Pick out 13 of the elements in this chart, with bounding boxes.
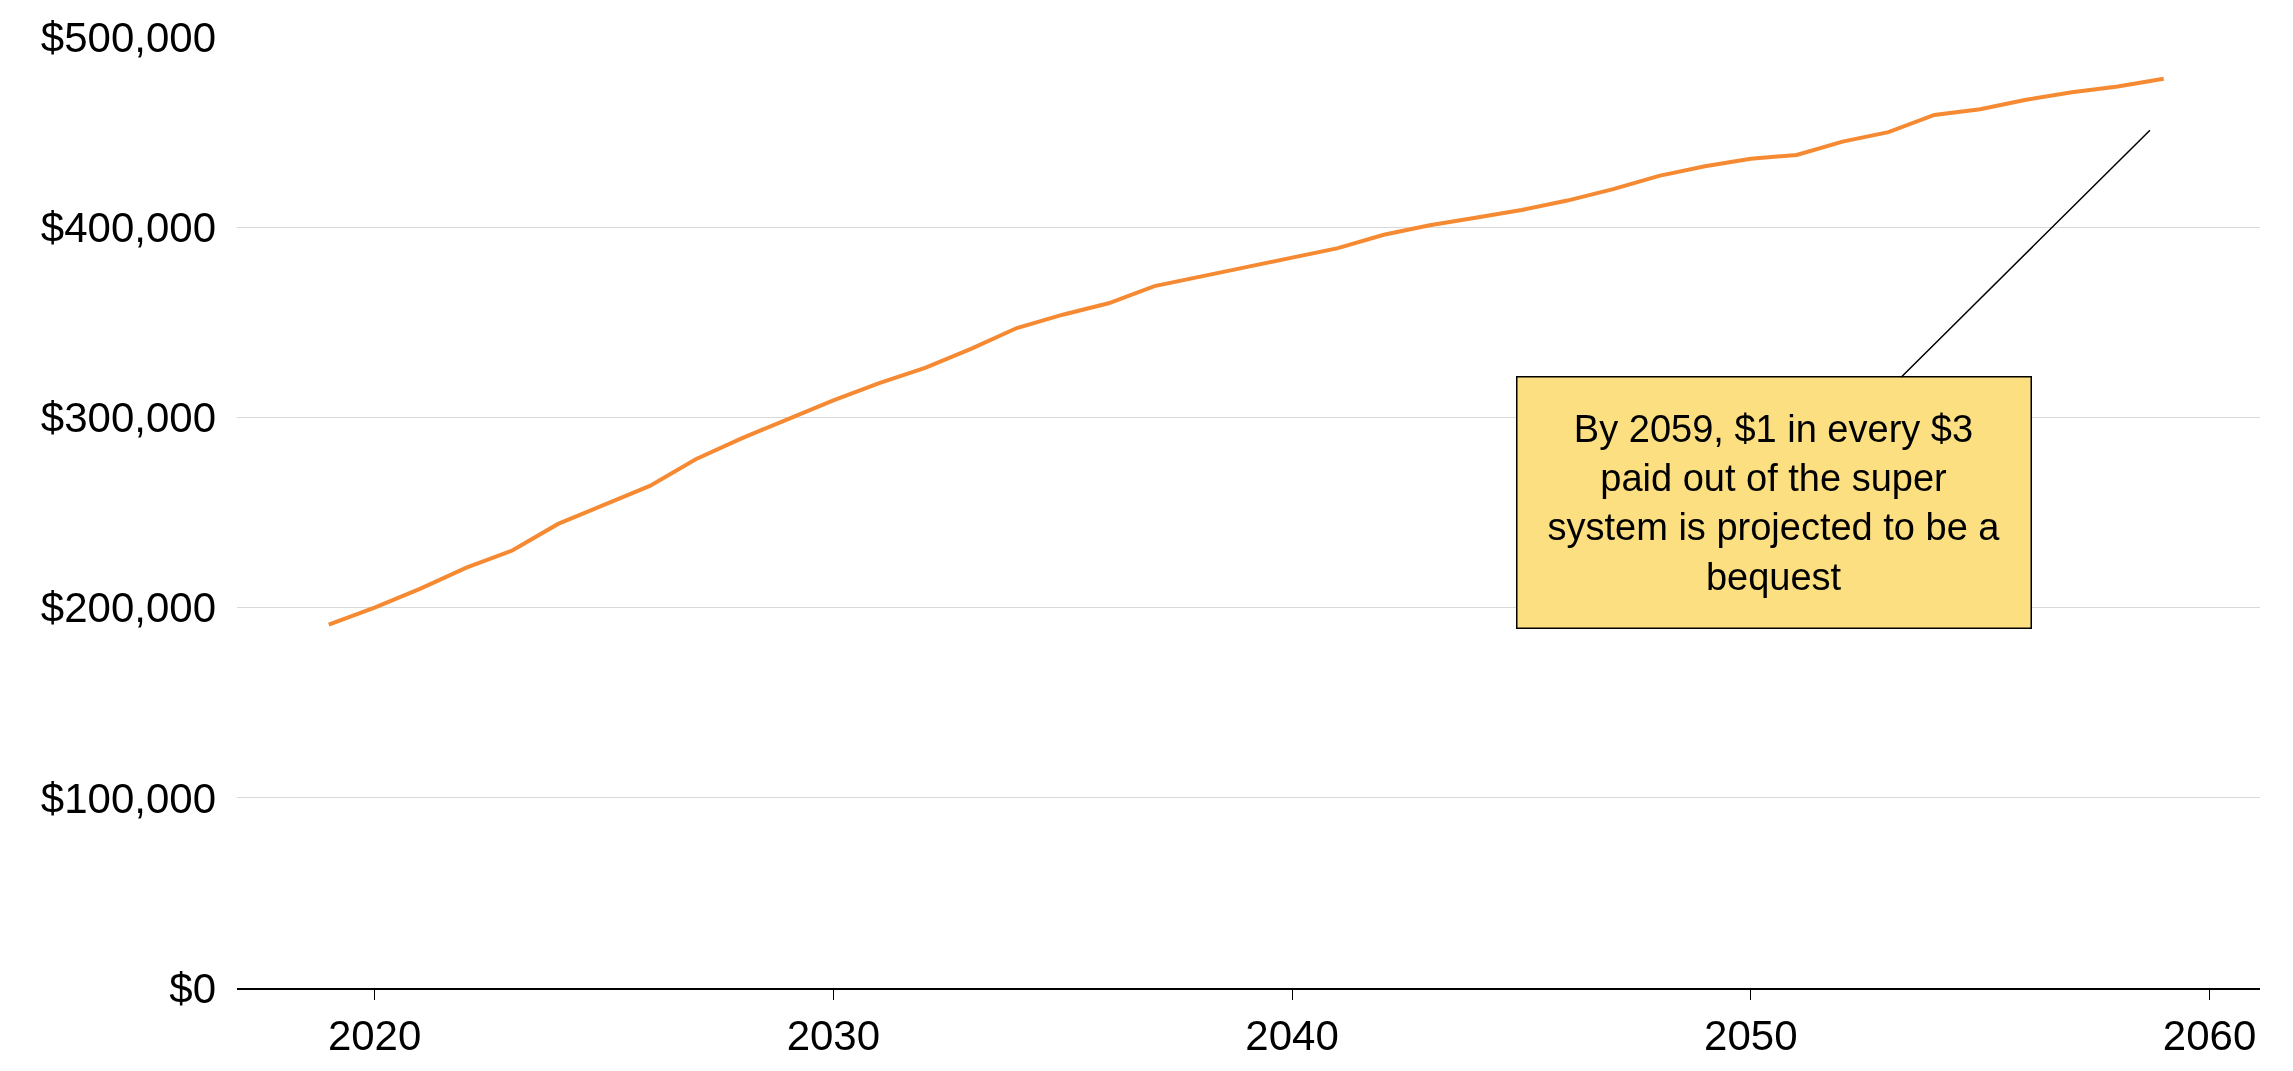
x-tick-label: 2050 xyxy=(1704,1012,1798,1060)
y-tick-label: $0 xyxy=(169,964,216,1012)
line-series xyxy=(326,76,2166,627)
y-tick-label: $300,000 xyxy=(40,394,216,442)
x-tick-label: 2040 xyxy=(1245,1012,1339,1060)
y-tick-label: $500,000 xyxy=(40,13,216,61)
y-tick-label: $100,000 xyxy=(40,774,216,822)
x-tick-label: 2060 xyxy=(2162,1012,2257,1060)
x-tick-label: 2030 xyxy=(786,1012,881,1060)
annotation: By 2059, $1 in every $3 paid out of the super system is projected to be a bequest xyxy=(1547,407,2001,598)
y-tick-label: $400,000 xyxy=(40,203,216,251)
x-tick-label: 2020 xyxy=(327,1012,422,1060)
y-tick-label: $200,000 xyxy=(40,584,216,632)
